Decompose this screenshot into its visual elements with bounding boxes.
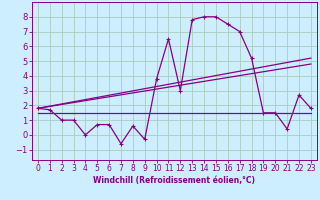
X-axis label: Windchill (Refroidissement éolien,°C): Windchill (Refroidissement éolien,°C) (93, 176, 255, 185)
